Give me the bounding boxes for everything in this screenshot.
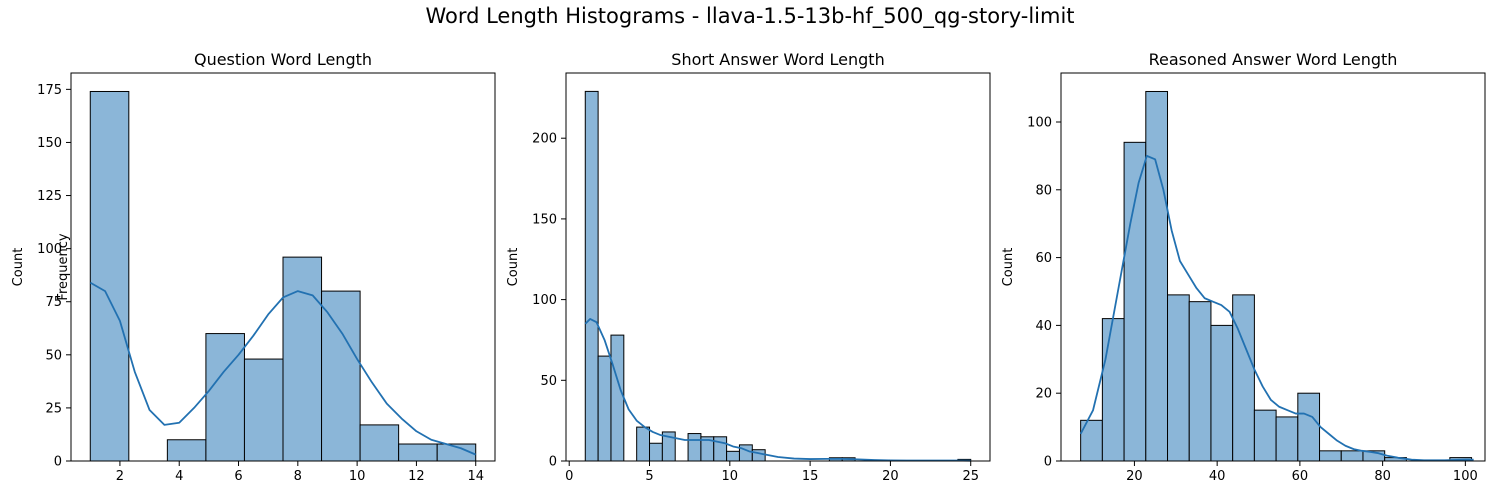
x-tick-label: 40: [1209, 469, 1226, 484]
histogram-bar: [713, 436, 728, 462]
x-tick-label: 20: [1126, 469, 1143, 484]
histogram-bar: [1145, 90, 1169, 462]
x-tick-label: 2: [116, 469, 124, 484]
histogram-bar: [751, 449, 766, 462]
y-tick-label: 150: [532, 212, 557, 227]
chart-panel-3: 20 40 60 80 100 0 20 40 60 80 100 Reasoned Answer W…: [1001, 50, 1486, 484]
kde-line: [584, 318, 971, 462]
chart-title: Question Word Length: [194, 50, 372, 69]
histogram-bar: [1297, 392, 1321, 462]
x-tick-label: 100: [1453, 469, 1478, 484]
x-tick-label: 4: [175, 469, 183, 484]
y-tick-label: 40: [1035, 319, 1052, 334]
axes-frame: [1060, 72, 1486, 462]
histogram-bar: [610, 334, 625, 462]
y-tick-label: 60: [1035, 251, 1052, 266]
chart-panel-1: 2 4 6 8 10 12 14 0 25 50 75 100 125 150 175 Question Wo…: [11, 50, 496, 484]
y-tick-label: 175: [37, 83, 62, 98]
kde-line: [89, 281, 477, 456]
y-tick-label: 25: [45, 401, 62, 416]
y-axis-label: Count: [1001, 248, 1016, 287]
histogram-bar: [649, 442, 663, 462]
x-tick-label: 10: [722, 469, 739, 484]
y-tick-label: 50: [540, 374, 557, 389]
x-tick-label: 25: [962, 469, 979, 484]
y-tick-label: 80: [1035, 183, 1052, 198]
y-tick-label: 50: [45, 348, 62, 363]
histogram-bar: [1340, 450, 1364, 462]
histogram-bar: [1253, 409, 1277, 462]
histogram-bar: [1210, 324, 1234, 462]
kde-line: [1079, 154, 1474, 462]
chart-title: Reasoned Answer Word Length: [1149, 50, 1398, 69]
histogram-bar: [166, 439, 207, 462]
x-tick-label: 20: [882, 469, 899, 484]
histogram-bar: [89, 90, 130, 462]
histogram-bar: [1167, 294, 1190, 462]
y-tick-label: 75: [45, 295, 62, 310]
y-tick-label: 125: [37, 189, 62, 204]
histogram-bar: [205, 333, 245, 462]
x-tick-label: 80: [1374, 469, 1391, 484]
histogram-bar: [282, 256, 323, 462]
histogram-bar: [1232, 294, 1255, 462]
y-tick-label: 0: [54, 455, 62, 470]
y-tick-label: 20: [1035, 387, 1052, 402]
x-tick-label: 8: [294, 469, 302, 484]
chart-title: Short Answer Word Length: [671, 50, 884, 69]
histogram-bar: [584, 90, 599, 462]
chart-panel-2: 0 5 10 15 20 25 0 50 100 150 200 Short Answer Word …: [506, 50, 991, 484]
figure-title: Word Length Histograms - llava-1.5-13b-h…: [425, 4, 1075, 28]
x-tick-label: 14: [467, 469, 484, 484]
x-tick-label: 60: [1292, 469, 1309, 484]
histogram-bar: [243, 358, 284, 462]
y-axis-label: Count: [506, 248, 521, 287]
x-tick-label: 10: [349, 469, 366, 484]
x-tick-label: 5: [645, 469, 653, 484]
x-tick-label: 15: [802, 469, 819, 484]
histogram-bar: [597, 355, 612, 462]
y-tick-label: 150: [37, 136, 62, 151]
histogram-bar: [359, 424, 400, 462]
histogram-bar: [1275, 416, 1299, 462]
histogram-bar: [1188, 301, 1212, 462]
histogram-bar: [321, 290, 361, 462]
histogram-bar: [726, 450, 740, 462]
y-tick-label: 100: [532, 293, 557, 308]
x-tick-label: 0: [565, 469, 573, 484]
y-tick-label: 0: [549, 455, 557, 470]
histogram-bar: [1123, 141, 1147, 462]
y-axis-label-overlay: Frequency: [56, 233, 71, 300]
histogram-bar: [636, 426, 651, 462]
y-tick-label: 200: [532, 132, 557, 147]
x-tick-label: 12: [408, 469, 425, 484]
x-tick-label: 6: [234, 469, 242, 484]
histogram-bar: [1319, 450, 1342, 462]
axes-frame: [70, 72, 496, 462]
histogram-bar: [398, 443, 438, 462]
y-tick-label: 100: [1027, 115, 1052, 130]
histogram-bar: [1101, 318, 1125, 462]
y-tick-label: 0: [1044, 455, 1052, 470]
y-tick-label: 100: [37, 242, 62, 257]
histogram-bar: [687, 433, 702, 462]
axes-frame: [565, 72, 991, 462]
y-axis-label: Count: [11, 248, 26, 287]
